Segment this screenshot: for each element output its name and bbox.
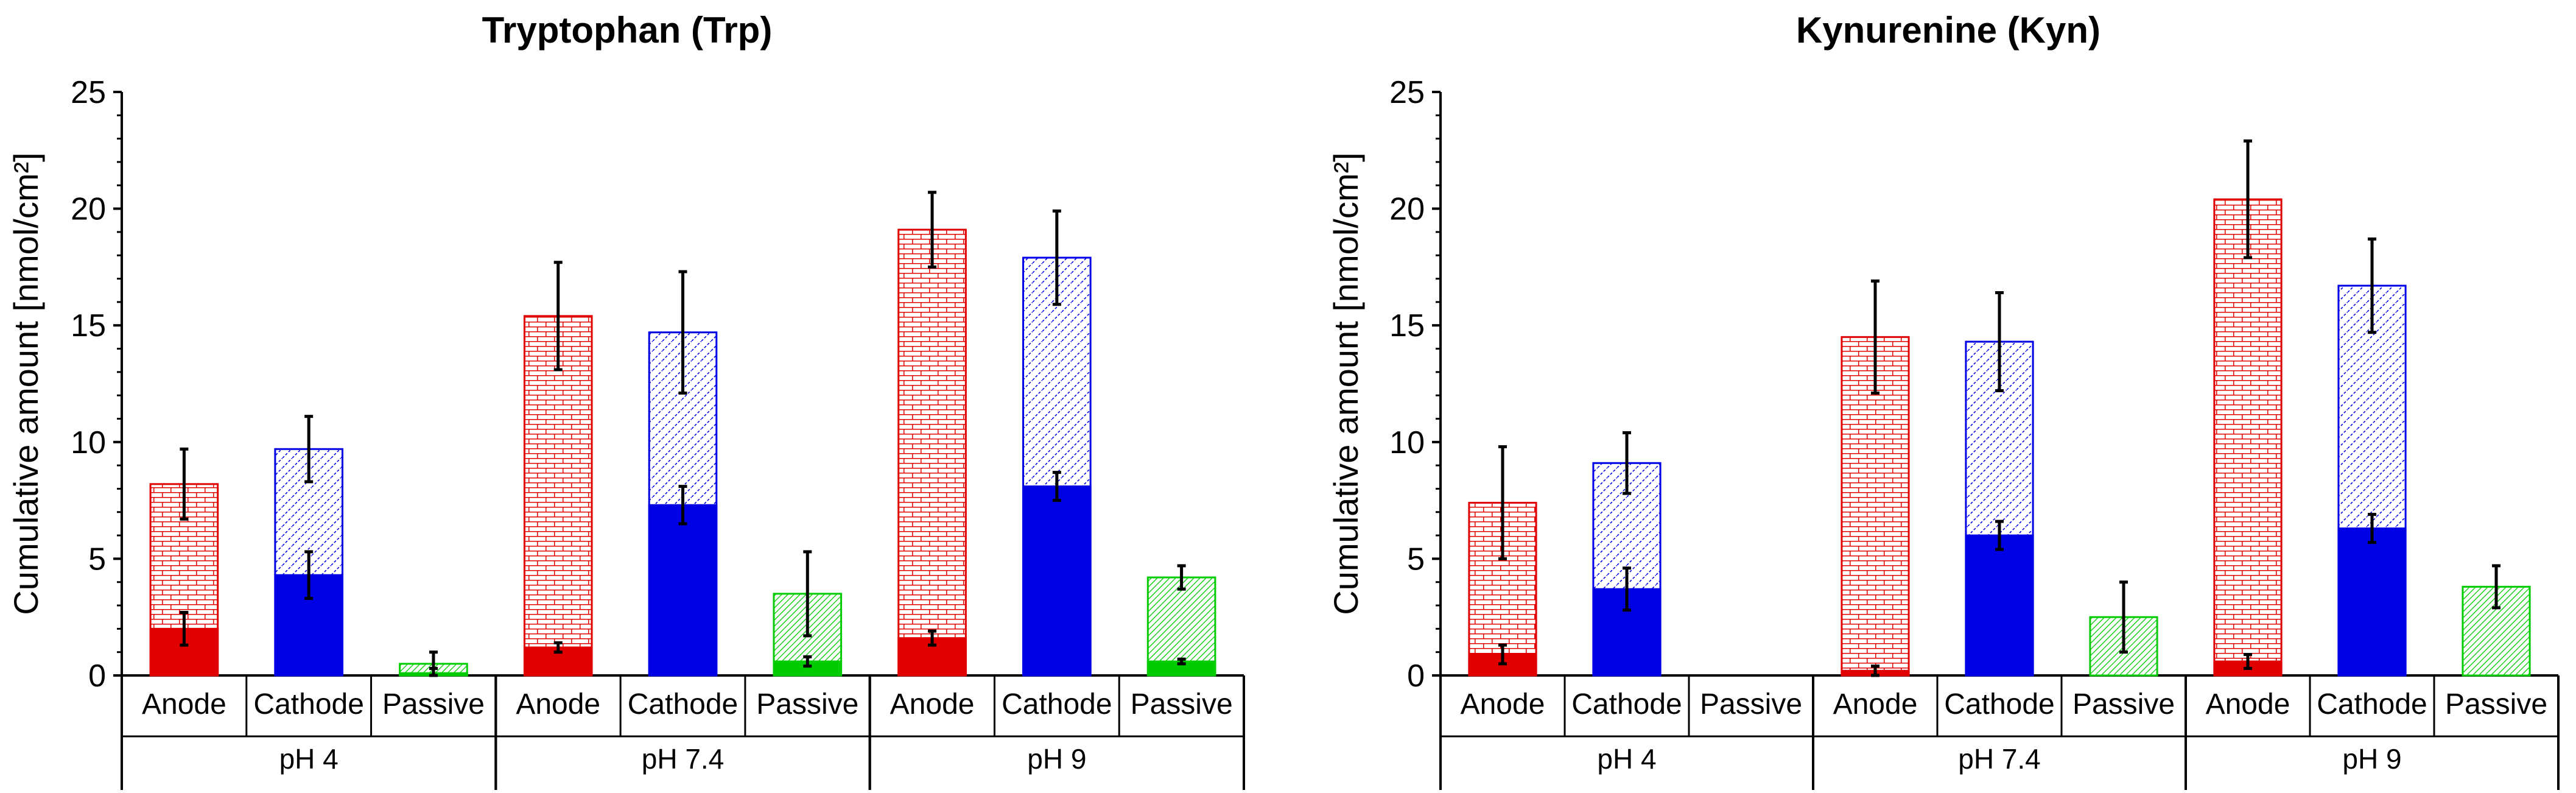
x-category-label: Passive <box>1131 688 1233 721</box>
bar-solid-cathode <box>648 504 718 677</box>
chart-panel-1: Tryptophan (Trp) Cumulative amount [nmol/… <box>7 10 1245 790</box>
x-group-label: pH 7.4 <box>1958 743 2041 775</box>
y-tick-label: 20 <box>1389 192 1425 227</box>
x-category-label: Anode <box>142 688 226 721</box>
y-tick-label: 25 <box>71 75 106 110</box>
chart-title: Tryptophan (Trp) <box>482 10 773 51</box>
x-category-label: Cathode <box>628 688 738 721</box>
y-tick-label: 10 <box>71 425 106 460</box>
x-category-label: Cathode <box>1002 688 1112 721</box>
x-group-label: pH 4 <box>1597 743 1656 775</box>
y-tick-label: 0 <box>88 658 106 694</box>
x-category-label: Passive <box>2445 688 2547 721</box>
bar-total-anode <box>897 228 967 677</box>
x-group-label: pH 4 <box>279 743 339 775</box>
y-tick-label: 5 <box>88 541 106 577</box>
bar-total-anode <box>2213 198 2283 677</box>
x-group-label: pH 9 <box>2342 743 2401 775</box>
x-group-label: pH 9 <box>1027 743 1086 775</box>
y-tick-label: 15 <box>71 308 106 344</box>
x-category-label: Anode <box>1833 688 1918 721</box>
chart-panel-2: Kynurenine (Kyn) Cumulative amount [nmol/… <box>1327 10 2560 790</box>
x-category-label: Cathode <box>1571 688 1682 721</box>
x-group-label: pH 7.4 <box>642 743 725 775</box>
x-category-label: Anode <box>516 688 600 721</box>
bar-solid-cathode <box>2337 527 2407 677</box>
y-tick-label: 0 <box>1407 658 1425 694</box>
y-tick-label: 25 <box>1389 75 1425 110</box>
y-tick-label: 20 <box>71 192 106 227</box>
x-category-label: Passive <box>756 688 858 721</box>
x-category-label: Passive <box>1700 688 1802 721</box>
y-axis-label: Cumulative amount [nmol/cm²] <box>7 152 45 615</box>
x-category-label: Anode <box>890 688 975 721</box>
x-category-label: Passive <box>382 688 485 721</box>
bar-solid-cathode <box>1965 534 2034 677</box>
x-category-label: Passive <box>2072 688 2175 721</box>
y-tick-label: 10 <box>1389 425 1425 460</box>
y-tick-label: 15 <box>1389 308 1425 344</box>
bar-total-anode <box>523 315 593 677</box>
y-tick-label: 5 <box>1407 541 1425 577</box>
x-category-label: Cathode <box>2317 688 2427 721</box>
x-category-label: Anode <box>2206 688 2290 721</box>
x-category-label: Cathode <box>253 688 363 721</box>
chart-title: Kynurenine (Kyn) <box>1796 10 2100 51</box>
x-category-label: Anode <box>1461 688 1545 721</box>
x-category-label: Cathode <box>1944 688 2054 721</box>
bar-solid-cathode <box>1022 485 1092 677</box>
y-axis-label: Cumulative amount [nmol/cm²] <box>1327 152 1365 615</box>
